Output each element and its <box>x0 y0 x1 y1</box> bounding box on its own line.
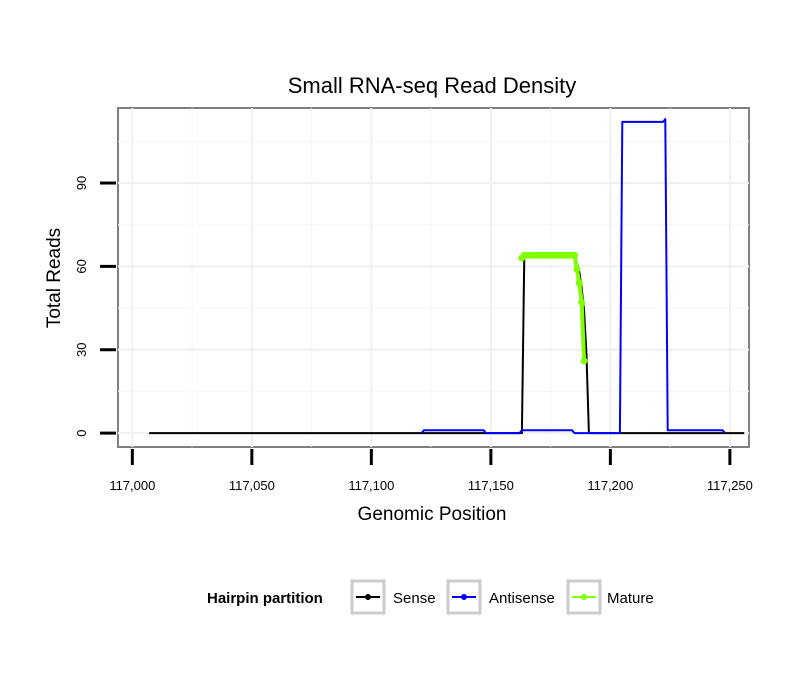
series-layer <box>149 118 745 435</box>
grid <box>118 108 749 447</box>
plot-background <box>117 107 750 448</box>
x-tick-label: 117,250 <box>707 478 753 493</box>
legend-point-sense <box>365 594 371 600</box>
legend-title: Hairpin partition <box>207 590 323 607</box>
legend-label-sense: Sense <box>393 590 436 607</box>
y-axis: 0 30 60 90 <box>74 176 116 437</box>
x-tick-label: 117,000 <box>109 478 155 493</box>
x-tick-label: 117,100 <box>348 478 394 493</box>
x-tick-label: 117,200 <box>587 478 633 493</box>
x-tick-label: 117,150 <box>468 478 514 493</box>
data-point-mature <box>578 299 586 306</box>
y-tick-label: 90 <box>74 176 89 190</box>
series-line-antisense <box>420 118 726 435</box>
y-tick-label: 0 <box>74 429 89 436</box>
data-point-mature <box>573 265 581 273</box>
y-axis-title: Total Reads <box>44 228 65 328</box>
legend-point-antisense <box>461 594 467 600</box>
x-axis-title: Genomic Position <box>358 504 507 525</box>
data-point-mature <box>571 251 578 259</box>
data-point-mature <box>580 357 588 365</box>
legend-item-antisense: Antisense <box>446 579 555 615</box>
legend-label-antisense: Antisense <box>489 590 555 607</box>
y-tick-label: 30 <box>74 343 89 357</box>
data-point-mature <box>575 279 583 287</box>
legend-item-sense: Sense <box>350 579 436 615</box>
x-axis: 117,000 117,050 117,100 117,150 117,200 117,2… <box>109 449 753 493</box>
legend-item-mature: Mature <box>566 579 654 615</box>
x-tick-label: 117,050 <box>229 478 275 493</box>
legend-label-mature: Mature <box>607 590 654 607</box>
legend: Hairpin partition Sense Antisense Mature <box>207 579 654 615</box>
y-tick-label: 60 <box>74 259 89 273</box>
legend-point-mature <box>581 594 587 600</box>
chart-title: Small RNA-seq Read Density <box>288 73 577 98</box>
